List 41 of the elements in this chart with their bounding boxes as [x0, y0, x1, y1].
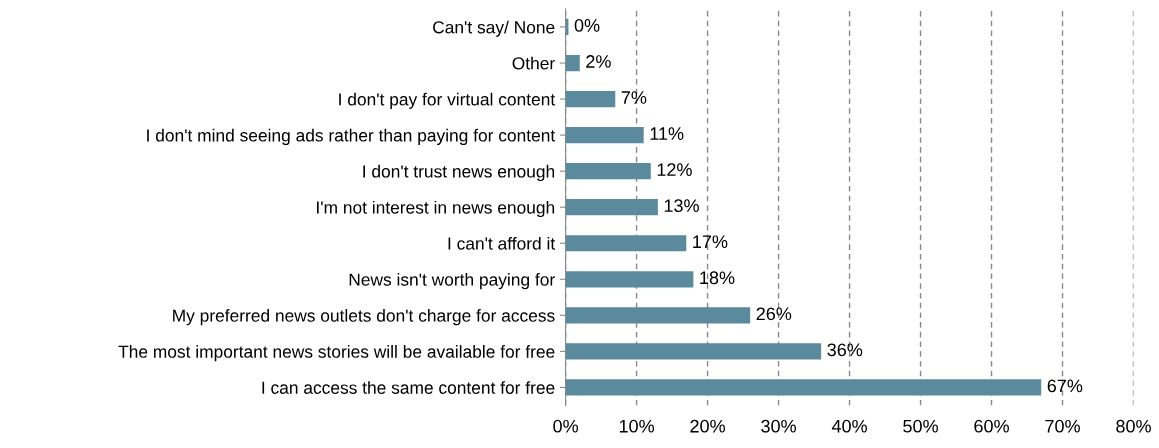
x-tick-label: 70%: [1045, 419, 1080, 433]
data-label: 7%: [621, 91, 647, 104]
data-label: 17%: [693, 235, 728, 249]
y-tick-label: The most important news stories will be available for free: [118, 345, 555, 362]
y-tick-label: I'm not interest in news enough: [317, 200, 555, 218]
bar: [565, 163, 651, 180]
bar: [565, 307, 751, 324]
y-tick-label: I can't afford it: [448, 236, 556, 250]
x-tick-label: 0%: [553, 419, 578, 433]
y-tick-label: I don't mind seeing ads rather than paying for content: [147, 128, 556, 146]
data-label: 13%: [664, 199, 699, 213]
data-label: 12%: [657, 163, 692, 176]
x-tick-label: 80%: [1116, 419, 1151, 433]
x-tick-label: 10%: [619, 419, 655, 433]
bar: [565, 235, 687, 252]
y-tick-label: News isn't worth paying for: [349, 273, 555, 290]
data-label: 2%: [586, 55, 611, 68]
y-tick-label: My preferred news outlets don't charge for access: [173, 309, 555, 326]
x-tick-label: 20%: [690, 419, 725, 433]
bar: [565, 127, 644, 144]
x-tick-label: 40%: [831, 419, 867, 433]
x-tick-label: 30%: [761, 419, 796, 433]
y-tick-label: I don't pay for virtual content: [339, 92, 556, 109]
data-label: 36%: [827, 343, 863, 357]
bar: [565, 199, 658, 216]
y-tick-label: I don't trust news enough: [363, 164, 555, 182]
y-tick-label: Other: [512, 56, 555, 70]
data-label: 0%: [574, 19, 600, 32]
bar: [565, 90, 616, 108]
x-tick-label: 50%: [903, 419, 938, 433]
bar: [565, 343, 822, 360]
data-label: 18%: [700, 271, 735, 285]
bar: [565, 271, 694, 288]
bar: [565, 379, 1042, 396]
data-label: 67%: [1047, 379, 1083, 393]
y-tick-label: I can access the same content for free: [262, 381, 555, 394]
x-tick-label: 60%: [974, 419, 1009, 433]
bar: [565, 54, 580, 72]
data-label: 11%: [650, 127, 684, 140]
y-tick-label: Can't say/ None: [433, 20, 555, 37]
data-label: 26%: [756, 307, 792, 321]
